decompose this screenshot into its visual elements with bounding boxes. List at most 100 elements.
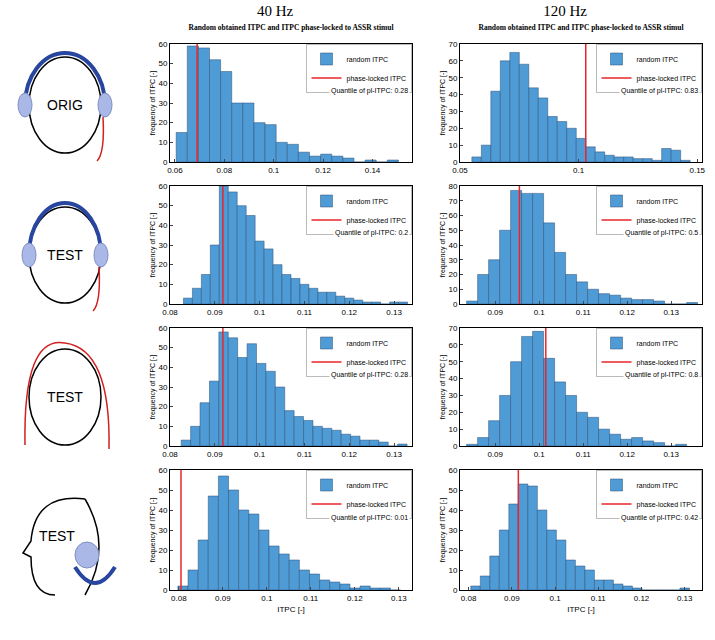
svg-text:0.11: 0.11 [576,450,592,459]
svg-text:0.11: 0.11 [303,594,319,603]
svg-text:40: 40 [158,221,167,230]
svg-text:phase-locked ITPC: phase-locked ITPC [347,501,407,509]
svg-text:30: 30 [158,99,167,108]
svg-text:30: 30 [448,256,457,265]
svg-text:50: 50 [158,59,167,68]
svg-text:10: 10 [158,280,167,289]
svg-text:0: 0 [453,442,458,451]
svg-text:0.1: 0.1 [573,166,585,175]
svg-text:40: 40 [158,506,167,515]
svg-text:frequency of ITPC [-]: frequency of ITPC [-] [439,213,447,278]
svg-text:0.08: 0.08 [162,308,178,317]
svg-text:phase-locked ITPC: phase-locked ITPC [637,217,697,225]
svg-text:0.12: 0.12 [341,308,357,317]
svg-text:ITPC [-]: ITPC [-] [567,605,595,614]
svg-text:50: 50 [448,226,457,235]
svg-text:20: 20 [448,270,457,279]
svg-text:10: 10 [158,566,167,575]
svg-text:60: 60 [448,211,457,220]
svg-text:20: 20 [448,124,457,133]
svg-text:phase-locked ITPC: phase-locked ITPC [347,359,407,367]
svg-text:70: 70 [448,324,457,333]
svg-text:0.13: 0.13 [663,308,679,317]
svg-text:50: 50 [448,74,457,83]
svg-text:20: 20 [158,260,167,269]
svg-text:20: 20 [158,402,167,411]
svg-text:random ITPC: random ITPC [347,56,389,63]
svg-text:0.12: 0.12 [315,166,331,175]
svg-text:frequency of ITPC [-]: frequency of ITPC [-] [149,213,157,278]
svg-text:Quantile of pl-ITPC: 0.28: Quantile of pl-ITPC: 0.28 [331,371,408,379]
svg-text:50: 50 [158,343,167,352]
svg-text:40: 40 [448,241,457,250]
svg-text:Quantile of pl-ITPC: 0.8: Quantile of pl-ITPC: 0.8 [625,371,698,379]
svg-text:40: 40 [158,79,167,88]
svg-text:60: 60 [448,466,457,475]
svg-text:Quantile of pl-ITPC: 0.5: Quantile of pl-ITPC: 0.5 [625,229,698,237]
svg-text:0: 0 [163,586,168,595]
svg-text:0.11: 0.11 [297,308,313,317]
svg-text:frequency of ITPC [-]: frequency of ITPC [-] [439,498,447,563]
svg-text:frequency of ITPC [-]: frequency of ITPC [-] [149,355,157,420]
svg-text:0: 0 [163,300,168,309]
svg-text:random ITPC: random ITPC [637,482,679,489]
svg-text:Quantile of pl-ITPC: 0.2: Quantile of pl-ITPC: 0.2 [335,229,408,237]
svg-text:60: 60 [448,57,457,66]
svg-text:40: 40 [448,506,457,515]
svg-text:20: 20 [158,118,167,127]
svg-text:0.13: 0.13 [677,594,693,603]
svg-text:0.09: 0.09 [487,308,503,317]
svg-text:0.08: 0.08 [162,450,178,459]
svg-text:0.11: 0.11 [297,450,313,459]
svg-text:60: 60 [158,324,167,333]
svg-text:20: 20 [448,546,457,555]
svg-text:0.12: 0.12 [347,594,363,603]
svg-text:0.12: 0.12 [619,308,635,317]
svg-text:phase-locked ITPC: phase-locked ITPC [347,75,407,83]
svg-text:frequency of ITPC [-]: frequency of ITPC [-] [149,498,157,563]
svg-text:phase-locked ITPC: phase-locked ITPC [637,501,697,509]
svg-text:frequency of ITPC [-]: frequency of ITPC [-] [439,355,447,420]
svg-text:20: 20 [448,408,457,417]
svg-text:0.08: 0.08 [461,594,477,603]
svg-text:0.12: 0.12 [341,450,357,459]
svg-text:0: 0 [453,300,458,309]
svg-text:random ITPC: random ITPC [637,198,679,205]
svg-text:10: 10 [448,566,457,575]
svg-text:70: 70 [448,197,457,206]
svg-text:0: 0 [163,442,168,451]
svg-text:0.09: 0.09 [207,308,223,317]
svg-text:Quantile of pl-ITPC: 0.01: Quantile of pl-ITPC: 0.01 [331,514,408,522]
svg-text:Quantile of pl-ITPC: 0.42: Quantile of pl-ITPC: 0.42 [621,514,698,522]
svg-text:random ITPC: random ITPC [637,56,679,63]
svg-text:0: 0 [453,586,458,595]
svg-text:0.1: 0.1 [534,450,546,459]
svg-text:80: 80 [448,182,457,191]
svg-text:0.11: 0.11 [591,594,607,603]
svg-text:0.06: 0.06 [167,166,183,175]
svg-text:0.13: 0.13 [386,450,402,459]
svg-text:phase-locked ITPC: phase-locked ITPC [347,217,407,225]
svg-text:random ITPC: random ITPC [347,198,389,205]
svg-text:random ITPC: random ITPC [347,340,389,347]
svg-text:0.1: 0.1 [534,308,546,317]
svg-text:0.09: 0.09 [504,594,520,603]
svg-text:40: 40 [158,363,167,372]
svg-text:0.1: 0.1 [550,594,562,603]
svg-text:frequency of ITPC [-]: frequency of ITPC [-] [149,71,157,136]
svg-text:10: 10 [448,425,457,434]
svg-text:60: 60 [158,182,167,191]
svg-text:0.13: 0.13 [663,450,679,459]
svg-text:30: 30 [158,526,167,535]
svg-text:30: 30 [448,526,457,535]
svg-text:phase-locked ITPC: phase-locked ITPC [637,359,697,367]
svg-text:10: 10 [158,138,167,147]
svg-text:30: 30 [158,241,167,250]
svg-text:0: 0 [453,158,458,167]
svg-text:10: 10 [448,285,457,294]
svg-text:50: 50 [448,358,457,367]
svg-text:10: 10 [448,141,457,150]
svg-text:TEST: TEST [39,528,75,544]
svg-text:40: 40 [448,90,457,99]
svg-text:0.15: 0.15 [689,166,705,175]
